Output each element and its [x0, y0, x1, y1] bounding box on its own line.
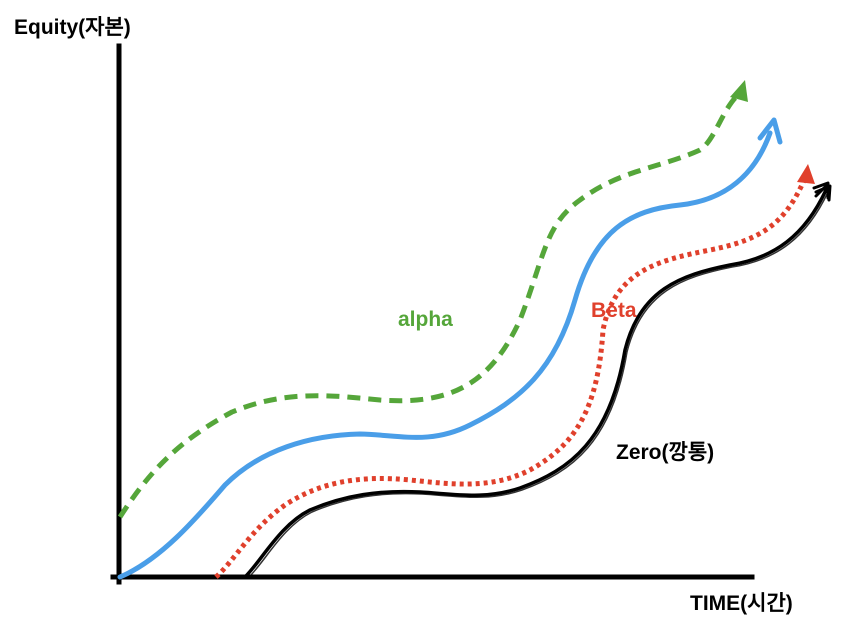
- blue-arrowhead: [757, 117, 783, 145]
- alpha-arrowhead: [730, 80, 748, 102]
- beta-curve: [214, 177, 808, 579]
- alpha-curve: [117, 93, 740, 519]
- beta-label: Beta: [591, 299, 637, 322]
- zero-arrowhead: [812, 181, 832, 202]
- zero-curve-sketch-stroke: [247, 191, 829, 579]
- zero-curve: [243, 188, 828, 579]
- blue-curve: [117, 130, 773, 580]
- y-axis-title: Equity(자본): [14, 16, 131, 39]
- zero-label: Zero(깡통): [616, 441, 714, 464]
- x-axis-title: TIME(시간): [690, 592, 793, 615]
- beta-arrowhead: [797, 164, 815, 184]
- alpha-label: alpha: [398, 308, 453, 331]
